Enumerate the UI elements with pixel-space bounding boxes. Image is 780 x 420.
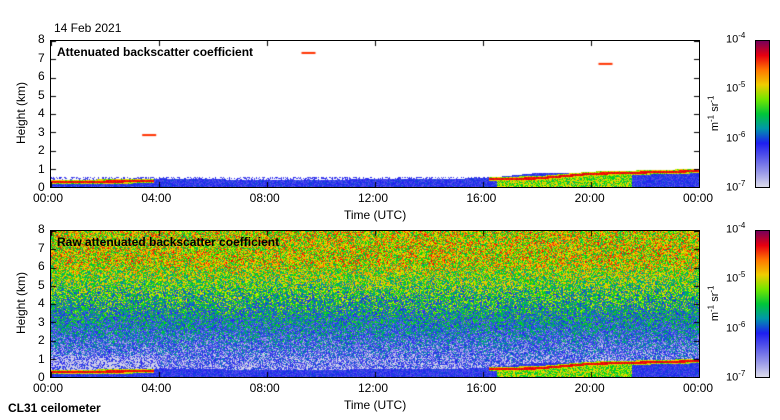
colorbar-tick-label: 10-7 bbox=[726, 179, 746, 194]
colorbar-tick-label: 10-4 bbox=[726, 221, 746, 236]
y-tick-label: 6 bbox=[38, 69, 45, 83]
y-tick-label: 4 bbox=[38, 296, 45, 310]
plot-title: Raw attenuated backscatter coefficient bbox=[57, 235, 280, 249]
x-axis-label: Time (UTC) bbox=[344, 208, 407, 222]
y-tick-label: 7 bbox=[38, 240, 45, 255]
y-tick-label: 2 bbox=[38, 143, 45, 157]
colorbar-tick-label: 10-6 bbox=[726, 319, 746, 335]
colorbar-tick-label: 10-7 bbox=[726, 369, 746, 384]
y-tick-label: 2 bbox=[38, 333, 45, 347]
y-tick-label: 8 bbox=[38, 32, 45, 46]
colorbar-tick-label: 10-5 bbox=[726, 80, 746, 95]
x-tick-label: 12:00 bbox=[358, 191, 389, 205]
heatmap-canvas bbox=[51, 231, 699, 377]
colorbar-unit-label: m-1 sr-1 bbox=[706, 95, 722, 132]
y-tick-label: 6 bbox=[38, 259, 45, 273]
x-tick-label: 20:00 bbox=[574, 191, 605, 205]
y-axis-label: Height (km) bbox=[14, 271, 28, 334]
colorbar-tick-label: 10-6 bbox=[726, 129, 746, 145]
colorbar-unit-label: m-1 sr-1 bbox=[706, 285, 722, 322]
y-tick-label: 0 bbox=[38, 180, 45, 194]
plot-title: Attenuated backscatter coefficient bbox=[57, 45, 254, 59]
instrument-label: CL31 ceilometer bbox=[8, 401, 101, 415]
x-tick-label: 16:00 bbox=[466, 191, 497, 205]
x-axis-label: Time (UTC) bbox=[344, 398, 407, 412]
y-tick-label: 1 bbox=[38, 161, 45, 176]
y-tick-label: 3 bbox=[38, 124, 45, 139]
x-tick-label: 08:00 bbox=[249, 381, 280, 395]
x-tick-label: 00:00 bbox=[33, 381, 64, 395]
x-tick-label: 04:00 bbox=[141, 381, 172, 395]
plot-area-1: Attenuated backscatter coefficient bbox=[50, 40, 700, 188]
y-tick-label: 0 bbox=[38, 370, 45, 384]
x-tick-label: 08:00 bbox=[249, 191, 280, 205]
y-tick-label: 1 bbox=[38, 351, 45, 366]
colorbar-tick-label: 10-5 bbox=[726, 270, 746, 285]
colorbar-tick-label: 10-4 bbox=[726, 31, 746, 46]
date-label: 14 Feb 2021 bbox=[54, 21, 122, 35]
y-tick-label: 4 bbox=[38, 106, 45, 120]
x-tick-label: 00:00 bbox=[683, 381, 714, 395]
x-tick-label: 04:00 bbox=[141, 191, 172, 205]
x-tick-label: 00:00 bbox=[33, 191, 64, 205]
y-tick-label: 8 bbox=[38, 222, 45, 236]
y-tick-label: 5 bbox=[38, 277, 45, 292]
x-tick-label: 12:00 bbox=[358, 381, 389, 395]
x-tick-label: 16:00 bbox=[466, 381, 497, 395]
colorbar bbox=[755, 40, 770, 188]
y-tick-label: 3 bbox=[38, 314, 45, 329]
heatmap-canvas bbox=[51, 41, 699, 187]
y-tick-label: 5 bbox=[38, 87, 45, 102]
y-axis-label: Height (km) bbox=[14, 81, 28, 144]
colorbar bbox=[755, 230, 770, 378]
x-tick-label: 20:00 bbox=[574, 381, 605, 395]
x-tick-label: 00:00 bbox=[683, 191, 714, 205]
plot-area-2: Raw attenuated backscatter coefficient bbox=[50, 230, 700, 378]
y-tick-label: 7 bbox=[38, 50, 45, 65]
